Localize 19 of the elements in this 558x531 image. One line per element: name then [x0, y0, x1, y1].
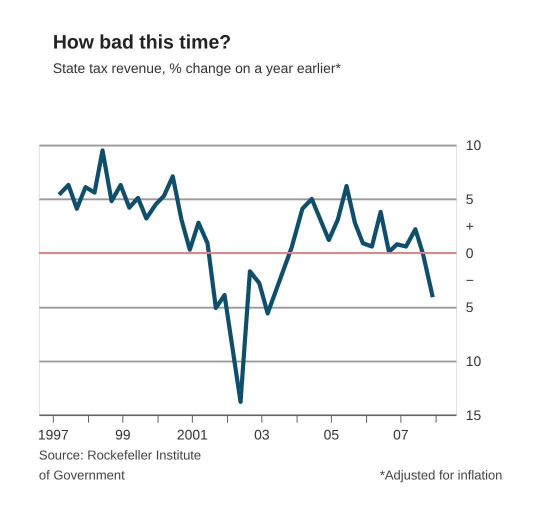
- source-note: Source: Rockefeller Institute of Government: [38, 447, 202, 483]
- y-tick-label: 0: [466, 245, 474, 262]
- y-tick-label: 10: [466, 137, 482, 154]
- x-tick-label: 2001: [176, 426, 208, 442]
- x-tick-label: 1997: [38, 426, 70, 442]
- y-tick-label: 10: [466, 352, 482, 369]
- chart-subtitle: State tax revenue, % change on a year earlier*: [52, 60, 342, 76]
- y-tick-label: 5: [466, 191, 474, 208]
- x-tick-label: 99: [115, 426, 131, 442]
- line-series: [57, 148, 435, 404]
- y-tick-label: +: [466, 218, 474, 234]
- y-tick-label: 15: [466, 406, 482, 423]
- x-tick-label: 07: [393, 426, 409, 442]
- x-tick-label: 05: [324, 426, 340, 442]
- text: *Adjusted for inflation: [380, 468, 502, 483]
- chart-title: How bad this time?: [52, 32, 232, 54]
- y-tick-label: 5: [466, 299, 474, 315]
- x-tick-label: 03: [254, 426, 270, 442]
- y-tick-label: −: [466, 272, 474, 288]
